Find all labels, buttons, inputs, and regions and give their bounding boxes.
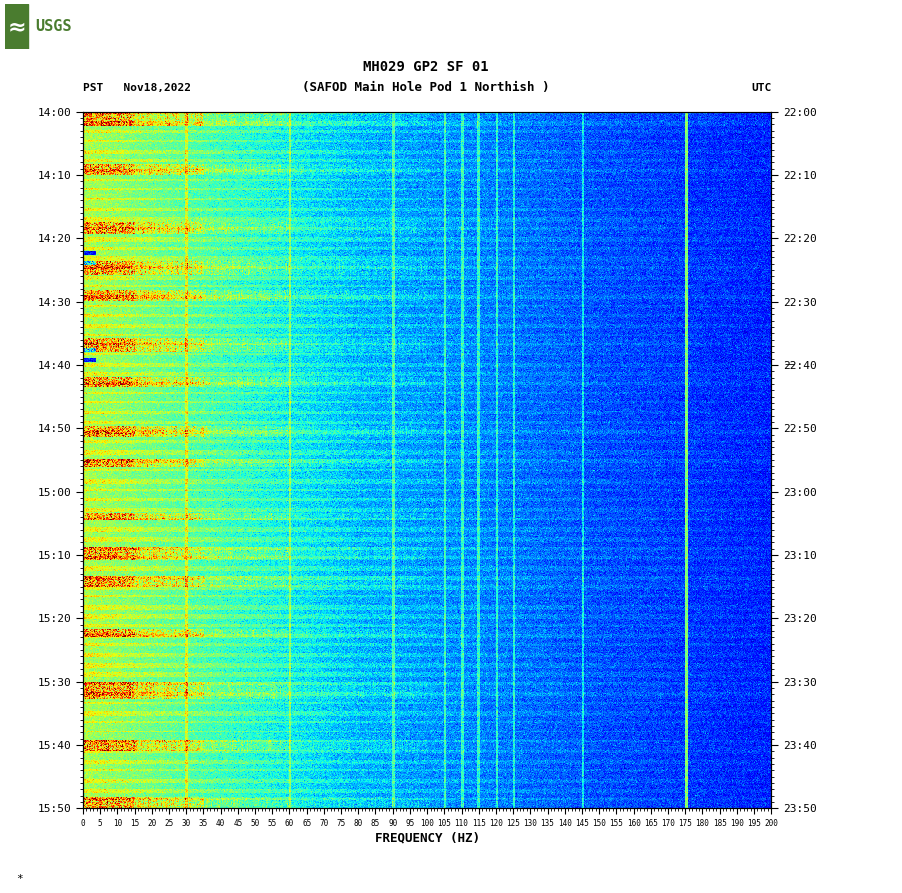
Text: ≈: ≈	[7, 17, 26, 37]
Text: —: —	[785, 359, 795, 370]
Bar	[5, 4, 28, 49]
Text: UTC: UTC	[751, 82, 771, 93]
Text: (SAFOD Main Hole Pod 1 Northish ): (SAFOD Main Hole Pod 1 Northish )	[302, 81, 549, 94]
Text: USGS: USGS	[35, 20, 71, 34]
X-axis label: FREQUENCY (HZ): FREQUENCY (HZ)	[374, 831, 480, 845]
Text: PST   Nov18,2022: PST Nov18,2022	[83, 82, 191, 93]
Text: MH029 GP2 SF 01: MH029 GP2 SF 01	[363, 60, 489, 74]
Text: *: *	[16, 874, 23, 884]
